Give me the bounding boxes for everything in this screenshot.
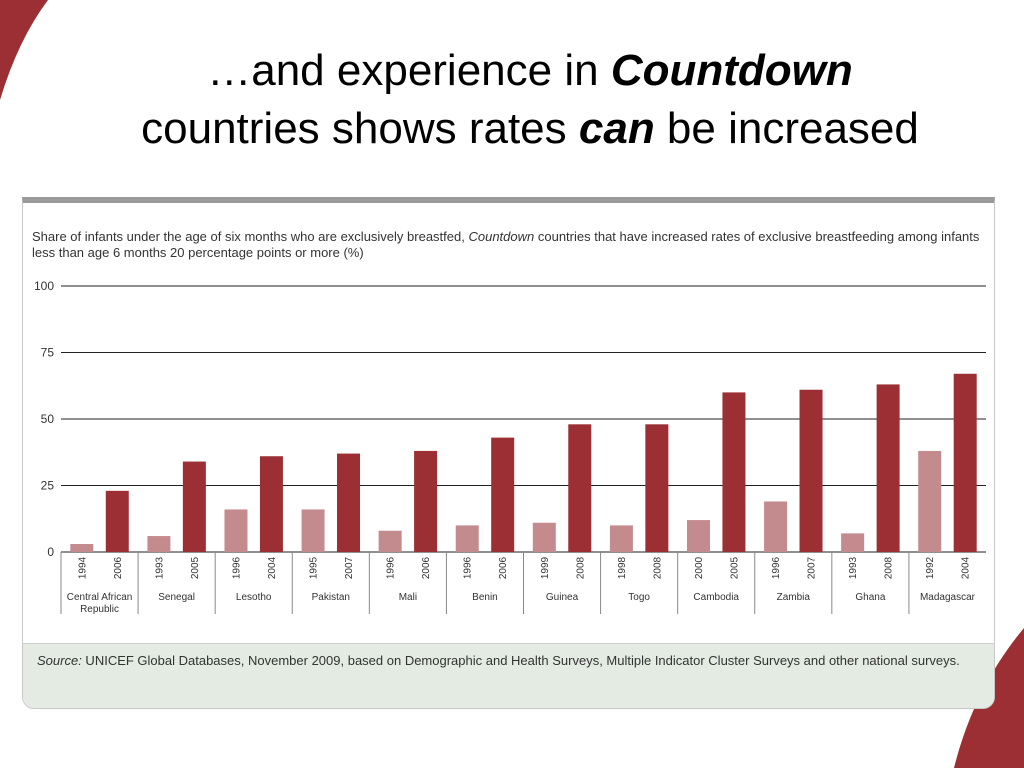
y-tick-label: 0 <box>47 545 54 559</box>
y-tick-label: 100 <box>34 279 54 293</box>
x-tick-label: 2004 <box>267 556 278 579</box>
bar <box>568 424 592 552</box>
x-tick-label: 1998 <box>617 556 628 579</box>
bar <box>609 525 633 552</box>
x-tick-label: 2007 <box>344 556 355 579</box>
category-label: Benin <box>472 592 498 603</box>
bar <box>301 509 325 552</box>
y-tick-label: 50 <box>41 412 55 426</box>
bar <box>841 533 865 552</box>
category-label: Central African <box>67 592 133 603</box>
y-tick-label: 25 <box>41 479 55 493</box>
title-text: …and experience in <box>207 46 611 95</box>
category-label: Madagascar <box>920 592 976 603</box>
bar <box>414 450 438 552</box>
x-tick-label: 2004 <box>961 556 972 579</box>
bar <box>799 389 823 552</box>
category-label: Guinea <box>546 592 579 603</box>
category-label: Pakistan <box>312 592 350 603</box>
x-tick-label: 2008 <box>884 556 895 579</box>
bar <box>147 536 171 552</box>
x-tick-label: 2007 <box>807 556 818 579</box>
x-tick-label: 2008 <box>652 556 663 579</box>
bar <box>764 501 788 552</box>
x-tick-label: 1996 <box>771 556 782 579</box>
category-label: Senegal <box>158 592 195 603</box>
source-text: UNICEF Global Databases, November 2009, … <box>81 653 960 668</box>
bar <box>259 456 283 552</box>
bar <box>918 450 942 552</box>
bar <box>182 461 206 552</box>
chart-title-text: Share of infants under the age of six mo… <box>32 229 469 244</box>
bar <box>953 373 977 552</box>
corner-decoration-top-left <box>0 0 48 100</box>
x-tick-label: 1994 <box>77 556 88 579</box>
bar <box>876 384 900 552</box>
category-label: Togo <box>628 592 650 603</box>
bar <box>70 544 94 552</box>
bar <box>645 424 669 552</box>
x-tick-label: 2006 <box>421 556 432 579</box>
x-tick-label: 2008 <box>575 556 586 579</box>
slide-title-line-2: countries shows rates can be increased <box>0 100 1024 158</box>
title-emphasis: can <box>578 104 655 153</box>
chart-title: Share of infants under the age of six mo… <box>32 229 982 261</box>
x-tick-label: 1996 <box>463 556 474 579</box>
category-label: Cambodia <box>693 592 739 603</box>
y-tick-label: 75 <box>41 346 55 360</box>
x-tick-label: 2006 <box>498 556 509 579</box>
bar <box>105 490 129 552</box>
x-tick-label: 2005 <box>190 556 201 579</box>
category-label: Zambia <box>777 592 811 603</box>
x-tick-label: 1996 <box>386 556 397 579</box>
bar <box>686 520 710 552</box>
x-tick-label: 2005 <box>729 556 740 579</box>
title-text: countries shows rates <box>141 104 579 153</box>
category-label: Republic <box>80 604 119 615</box>
bar <box>378 530 402 552</box>
chart-panel: 0 25 50 75 100 1994 2006 Central African Republi… <box>22 197 995 709</box>
source-note: Source: UNICEF Global Databases, Novembe… <box>23 643 994 708</box>
x-tick-label: 1993 <box>848 556 859 579</box>
chart-title-emphasis: Countdown <box>468 229 535 244</box>
bar <box>337 453 361 552</box>
x-tick-label: 1995 <box>309 556 320 579</box>
x-tick-label: 1992 <box>925 556 936 579</box>
title-emphasis: Countdown <box>610 46 853 95</box>
source-label: Source: <box>37 653 82 668</box>
category-label: Ghana <box>855 592 885 603</box>
title-text: be increased <box>654 104 919 153</box>
category-label: Lesotho <box>236 592 272 603</box>
x-tick-label: 1999 <box>540 556 551 579</box>
bar <box>224 509 248 552</box>
bar-chart: 0 25 50 75 100 1994 2006 Central AfricanRepubli… <box>34 279 986 615</box>
bar <box>722 392 746 552</box>
x-tick-label: 1993 <box>154 556 165 579</box>
x-tick-label: 2000 <box>694 556 705 579</box>
slide-title: …and experience in Countdown countries s… <box>0 42 1024 158</box>
category-label: Mali <box>399 592 417 603</box>
slide-title-line-1: …and experience in Countdown <box>0 42 1024 100</box>
x-tick-label: 1996 <box>231 556 242 579</box>
bar <box>455 525 479 552</box>
bar <box>491 437 515 552</box>
x-tick-label: 2006 <box>113 556 124 579</box>
chart-title-text: countries that have increased rates of e… <box>32 229 980 260</box>
bar <box>532 522 556 552</box>
